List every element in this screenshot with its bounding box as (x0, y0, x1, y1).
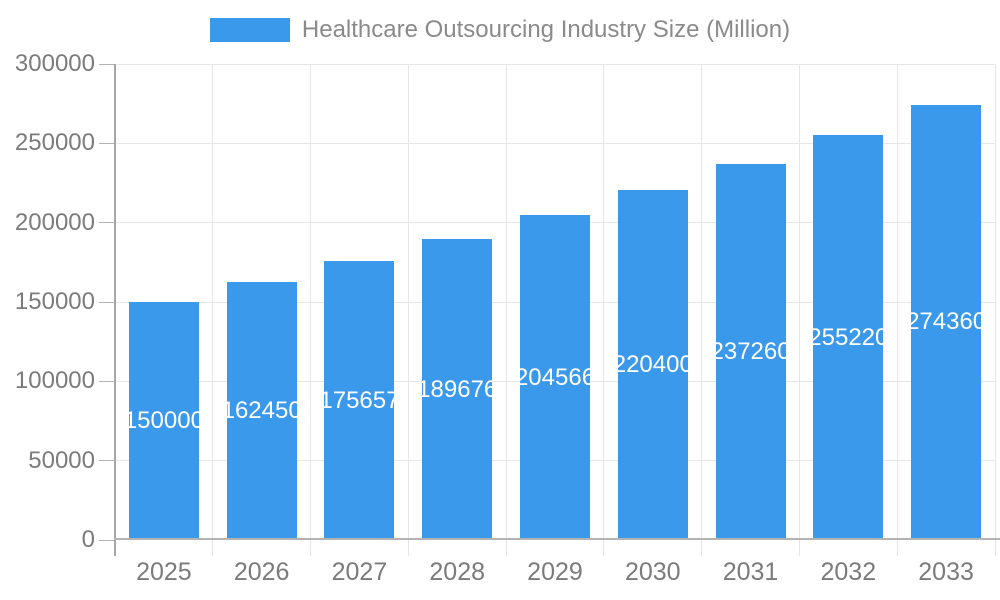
legend-item[interactable]: Healthcare Outsourcing Industry Size (Mi… (0, 16, 1000, 44)
y-axis-label: 150000 (14, 288, 95, 315)
gridline-vertical (310, 64, 312, 556)
chart-title: Healthcare Outsourcing Industry Size (Mi… (301, 16, 791, 43)
bar-value-label: 150000 (128, 407, 199, 434)
gridline-vertical (798, 64, 800, 556)
plot-area: 150000 162450 175657 189676 204566 220400 2372… (15, 50, 1000, 586)
gridline-vertical (994, 64, 996, 556)
gridline-vertical (212, 64, 214, 556)
bar[interactable]: 150000 (128, 302, 199, 540)
gridline-vertical (701, 64, 703, 556)
y-axis-tick (99, 301, 115, 303)
gridline-horizontal (115, 142, 995, 144)
x-axis-line (114, 538, 1000, 540)
x-axis-label: 2032 (820, 558, 877, 586)
bar[interactable]: 220400 (617, 190, 688, 540)
bar-value-label: 274360 (911, 308, 982, 336)
bar[interactable]: 189676 (422, 239, 493, 540)
y-axis-label: 250000 (14, 129, 95, 157)
bar-value-label: 255220 (813, 323, 884, 351)
x-axis-label: 2030 (624, 558, 681, 586)
gridline-vertical (603, 64, 605, 556)
y-axis-label: 100000 (14, 367, 95, 395)
bar[interactable]: 175657 (324, 261, 395, 540)
x-axis-label: 2029 (527, 558, 583, 586)
x-axis-label: 2033 (918, 558, 974, 586)
y-axis-label: 300000 (14, 50, 95, 77)
bar-value-label: 162450 (226, 397, 297, 425)
bar[interactable]: 162450 (226, 282, 297, 540)
bar[interactable]: 237260 (715, 163, 786, 540)
y-axis-line (114, 64, 116, 556)
x-axis-label: 2025 (136, 558, 192, 586)
legend-swatch (209, 18, 290, 42)
y-axis-label: 50000 (28, 446, 95, 474)
gridline-horizontal (115, 63, 995, 65)
gridline-vertical (896, 64, 898, 556)
bar-value-label: 237260 (715, 337, 786, 365)
gridline-vertical (407, 64, 409, 556)
bar-value-label: 189676 (422, 375, 493, 403)
x-axis-label: 2031 (722, 558, 779, 586)
y-axis-label: 200000 (14, 208, 95, 236)
x-axis-label: 2027 (331, 558, 388, 586)
bar[interactable]: 255220 (813, 135, 884, 540)
bar[interactable]: 274360 (911, 104, 982, 540)
x-axis-label: 2026 (233, 558, 290, 586)
y-axis-tick (99, 63, 115, 65)
bar[interactable]: 204566 (520, 215, 590, 540)
y-axis-label: 0 (81, 526, 95, 553)
y-axis-tick (99, 380, 115, 382)
bar-value-label: 204566 (520, 363, 590, 391)
y-axis-tick (99, 460, 115, 462)
bar-value-label: 175657 (324, 386, 395, 414)
y-axis-tick (99, 222, 115, 224)
bar-value-label: 220400 (617, 351, 688, 379)
x-axis-label: 2028 (429, 558, 486, 586)
y-axis-tick (99, 142, 115, 144)
y-axis-tick (99, 539, 115, 541)
gridline-vertical (505, 64, 507, 556)
